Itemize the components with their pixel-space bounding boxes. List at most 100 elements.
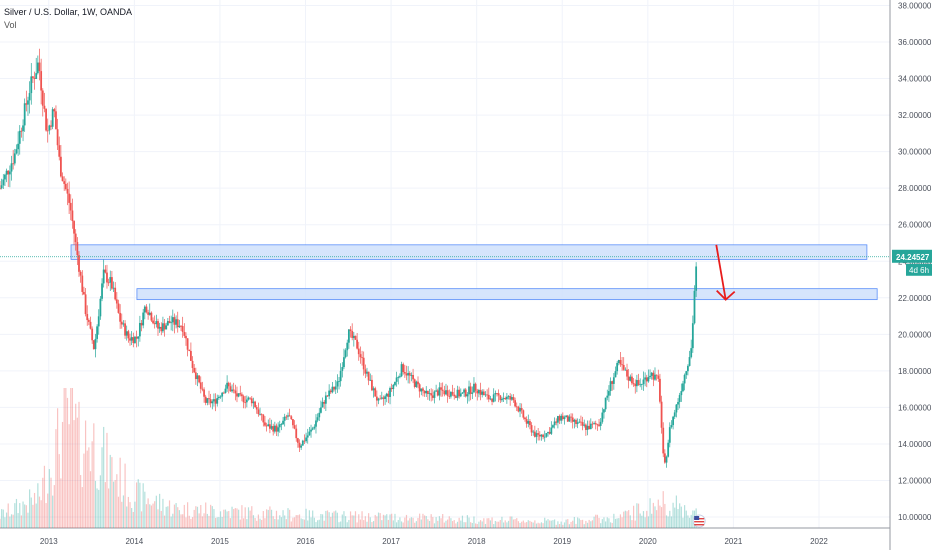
- candle-body: [583, 424, 586, 426]
- candle-body: [617, 359, 620, 363]
- candle-body: [601, 412, 604, 422]
- x-tick-label: 2013: [40, 537, 58, 546]
- candle-body: [79, 271, 82, 276]
- candle-body: [627, 376, 630, 381]
- candle-body: [17, 143, 20, 150]
- volume-bar: [137, 479, 139, 528]
- volume-bar: [9, 516, 11, 528]
- candle-body: [397, 377, 400, 378]
- volume-bar: [147, 498, 149, 528]
- candle-body: [576, 422, 579, 424]
- volume-bar: [84, 420, 87, 528]
- candle-body: [581, 422, 584, 426]
- candle-body: [594, 423, 597, 425]
- volume-bar: [229, 518, 231, 528]
- candle-body: [347, 329, 350, 343]
- volume-bar: [428, 520, 431, 528]
- candle-body: [33, 77, 36, 79]
- volume-bar: [568, 524, 571, 528]
- candle-body: [420, 388, 423, 392]
- candle-body: [296, 438, 299, 443]
- volume-bar: [590, 521, 592, 528]
- candle-body: [324, 395, 327, 404]
- volume-bar: [236, 508, 238, 528]
- candle-body: [229, 386, 232, 392]
- volume-bar: [214, 517, 217, 528]
- volume-bar: [256, 520, 258, 528]
- symbol-title[interactable]: Silver / U.S. Dollar, 1W, OANDA: [4, 7, 133, 17]
- candle-body: [232, 389, 235, 391]
- volume-bar: [613, 513, 615, 528]
- volume-bar: [501, 516, 503, 528]
- volume-bar: [55, 429, 57, 528]
- candle-body: [621, 364, 623, 366]
- volume-bar: [323, 520, 325, 528]
- volume-bar: [506, 522, 508, 528]
- candle-body: [491, 398, 493, 402]
- candle-body: [175, 319, 177, 325]
- candle-body: [15, 149, 18, 154]
- volume-bar: [522, 520, 524, 528]
- candle-body: [45, 108, 47, 131]
- volume-bar: [163, 515, 166, 528]
- candle-body: [135, 336, 138, 339]
- candle-body: [188, 349, 191, 352]
- candle-body: [474, 383, 477, 391]
- candle-body: [148, 312, 151, 315]
- candle-body: [295, 428, 298, 439]
- volume-bar: [93, 423, 95, 528]
- candle-body: [682, 383, 684, 392]
- volume-bar: [168, 500, 171, 528]
- volume-bar: [415, 521, 417, 528]
- volume-bar: [680, 506, 682, 528]
- candle-body: [273, 425, 276, 432]
- candle-body: [502, 398, 505, 399]
- volume-bar: [195, 506, 197, 528]
- volume-bar: [491, 517, 493, 528]
- volume-bar: [674, 507, 676, 528]
- candle-body: [377, 398, 380, 401]
- volume-bar: [516, 518, 518, 528]
- volume-indicator-label[interactable]: Vol: [4, 20, 17, 30]
- candle-body: [255, 407, 258, 410]
- volume-bar: [527, 520, 529, 528]
- candle-body: [183, 331, 186, 336]
- volume-bar: [455, 523, 457, 528]
- candle-body: [672, 416, 674, 426]
- candle-body: [695, 266, 698, 291]
- candle-body: [109, 277, 112, 283]
- candle-body: [450, 391, 452, 397]
- y-tick-label: 38.00000: [898, 1, 932, 10]
- volume-bar: [188, 515, 190, 528]
- volume-bar: [61, 421, 64, 528]
- candle-body: [515, 406, 518, 408]
- volume-bar: [154, 501, 156, 528]
- volume-bar: [109, 454, 111, 528]
- candle-body: [313, 426, 316, 429]
- candle-body: [356, 339, 359, 349]
- volume-bar: [632, 505, 635, 528]
- candle-body: [143, 306, 146, 313]
- volume-bar: [183, 504, 185, 528]
- volume-bar: [447, 519, 449, 528]
- volume-bar: [159, 493, 161, 528]
- candle-body: [540, 434, 543, 437]
- volume-bar: [213, 509, 215, 528]
- candle-body: [568, 416, 571, 422]
- volume-bar: [657, 499, 659, 528]
- volume-bar: [606, 517, 608, 528]
- candle-body: [667, 442, 670, 457]
- volume-bar: [42, 477, 44, 528]
- candle-body: [690, 348, 693, 358]
- candle-body: [634, 383, 637, 387]
- volume-bar: [234, 508, 236, 528]
- candle-body: [66, 189, 69, 194]
- volume-bar: [58, 454, 60, 528]
- volume-bar: [177, 507, 179, 528]
- volume-bar: [145, 504, 148, 528]
- candle-body: [525, 419, 528, 424]
- candle-body: [584, 424, 587, 430]
- candle-body: [272, 426, 275, 432]
- candle-body: [466, 394, 469, 397]
